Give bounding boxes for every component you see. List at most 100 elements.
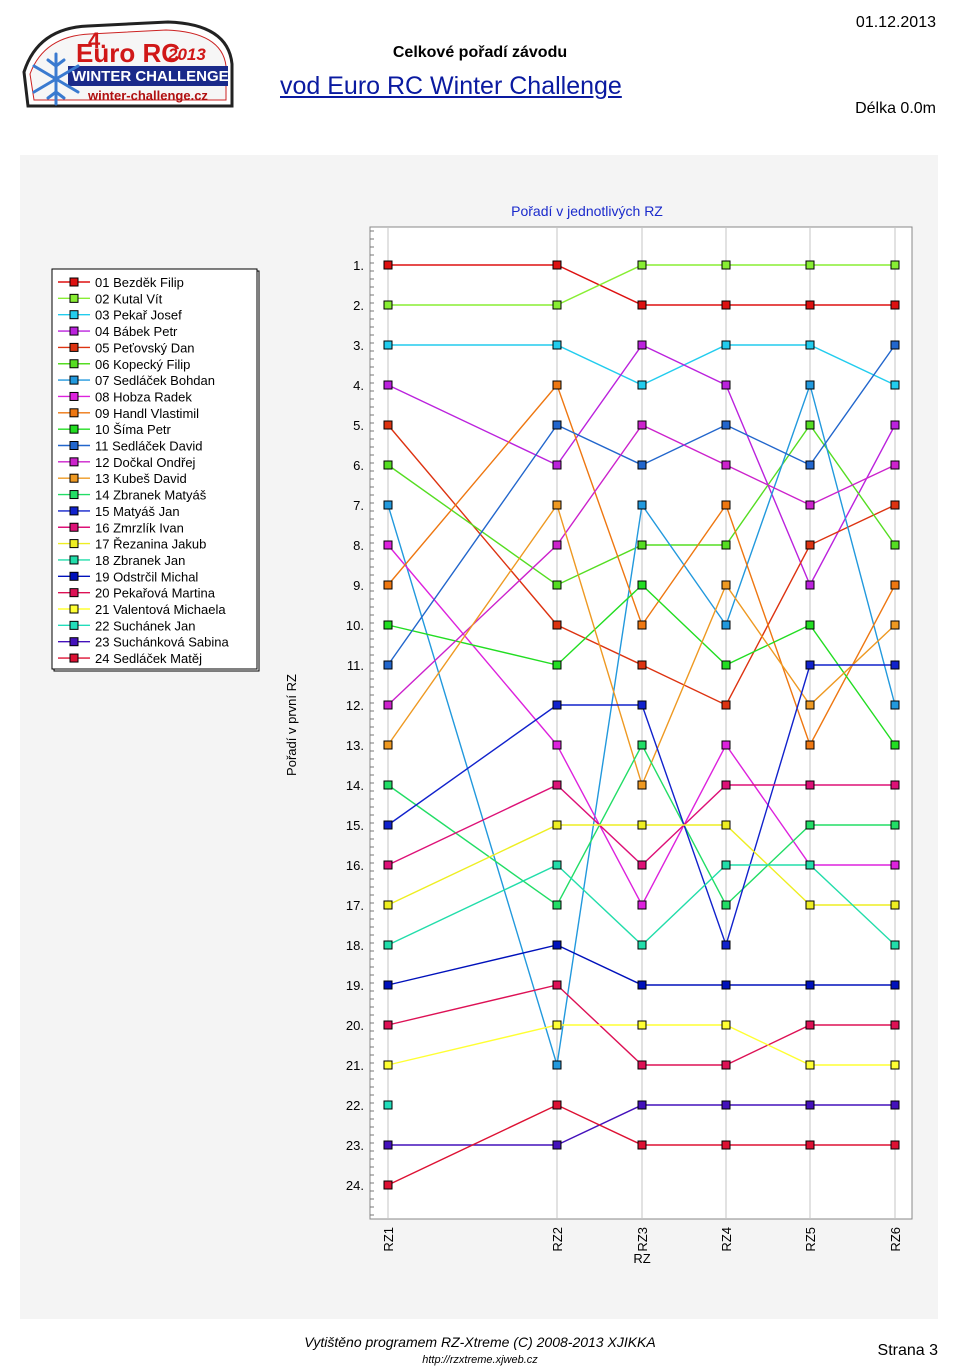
series-point-15: [637, 700, 647, 710]
series-point-24: [890, 1140, 900, 1150]
series-point-16: [637, 860, 647, 870]
race-date: 01.12.2013: [855, 14, 936, 31]
legend-swatch-marker: [69, 424, 79, 434]
legend-entry: 24 Sedláček Matěj: [95, 651, 202, 666]
series-line-13: [387, 503, 896, 788]
series-point-2: [637, 260, 647, 270]
x-tick-label-rz5: RZ5: [803, 1227, 818, 1252]
series-point-4: [805, 580, 815, 590]
y-tick-label: 16.: [346, 858, 364, 873]
series-point-24: [552, 1100, 562, 1110]
series-point-1: [552, 260, 562, 270]
series-point-14: [637, 740, 647, 750]
page-header: 4. Euro RC 2013 WINTER CHALLENGE winter-…: [0, 0, 960, 130]
series-point-1: [721, 300, 731, 310]
series-line-20: [387, 984, 895, 1066]
x-tick-label-rz2: RZ2: [550, 1227, 565, 1252]
series-point-19: [805, 980, 815, 990]
series-point-10: [721, 660, 731, 670]
series-point-17: [721, 820, 731, 830]
legend-entry: 04 Bábek Petr: [95, 324, 178, 339]
series-point-12: [637, 420, 647, 430]
legend-entry: 06 Kopecký Filip: [95, 357, 190, 372]
series-point-17: [890, 900, 900, 910]
series-point-23: [637, 1100, 647, 1110]
snowflake-icon: [32, 52, 80, 106]
legend-entry: 18 Zbranek Jan: [95, 553, 185, 568]
series-point-24: [721, 1140, 731, 1150]
logo-site: winter-challenge.cz: [87, 88, 208, 103]
series-point-6: [721, 540, 731, 550]
series-point-17: [637, 820, 647, 830]
series-point-24: [383, 1180, 393, 1190]
series-point-11: [552, 420, 562, 430]
legend-entry: 23 Suchánková Sabina: [95, 635, 229, 650]
legend-entry: 14 Zbranek Matyáš: [95, 488, 207, 503]
legend-entry: 01 Bezděk Filip: [95, 275, 184, 290]
series-point-23: [890, 1100, 900, 1110]
legend-swatch-marker: [69, 555, 79, 565]
x-tick-label-rz3: RZ3: [635, 1227, 650, 1252]
legend-entry: 02 Kutal Vít: [95, 291, 163, 306]
series-point-9: [890, 580, 900, 590]
series-point-12: [805, 500, 815, 510]
race-title: vod Euro RC Winter Challenge: [280, 72, 622, 100]
series-line-24: [387, 1104, 895, 1186]
logo-year: 2013: [167, 45, 206, 64]
series-point-1: [890, 300, 900, 310]
series-line-4: [387, 344, 896, 587]
legend-swatch-marker: [69, 375, 79, 385]
series-point-7: [552, 1060, 562, 1070]
legend-entry: 20 Pekařová Martina: [95, 586, 216, 601]
legend-entry: 15 Matyáš Jan: [95, 504, 180, 519]
legend-entry: 03 Pekař Josef: [95, 308, 182, 323]
series-point-7: [637, 500, 647, 510]
series-point-4: [552, 460, 562, 470]
y-tick-label: 19.: [346, 978, 364, 993]
series-point-18: [383, 940, 393, 950]
legend-swatch-marker: [69, 539, 79, 549]
series-line-21: [387, 1024, 895, 1066]
series-point-16: [805, 780, 815, 790]
series-point-15: [890, 660, 900, 670]
series-point-7: [805, 380, 815, 390]
series-point-19: [721, 980, 731, 990]
series-point-6: [552, 580, 562, 590]
series-point-3: [890, 380, 900, 390]
logo-brand: Euro RC: [76, 38, 180, 68]
y-tick-label: 14.: [346, 778, 364, 793]
series-point-12: [383, 700, 393, 710]
legend-swatch-marker: [69, 310, 79, 320]
series-point-12: [721, 460, 731, 470]
series-point-11: [721, 420, 731, 430]
y-tick-label: 22.: [346, 1098, 364, 1113]
series-point-4: [383, 380, 393, 390]
series-point-12: [890, 460, 900, 470]
series-point-7: [890, 700, 900, 710]
series-point-9: [637, 620, 647, 630]
y-tick-label: 18.: [346, 938, 364, 953]
legend-swatch-marker: [69, 473, 79, 483]
series-line-19: [387, 944, 895, 986]
y-tick-label: 6.: [353, 458, 364, 473]
legend-entry: 19 Odstrčil Michal: [95, 569, 198, 584]
series-point-2: [552, 300, 562, 310]
series-point-9: [805, 740, 815, 750]
series-line-17: [387, 824, 895, 906]
series-point-4: [637, 340, 647, 350]
series-point-17: [383, 900, 393, 910]
series-point-6: [637, 540, 647, 550]
series-point-18: [721, 860, 731, 870]
legend-swatch-marker: [69, 604, 79, 614]
y-tick-label: 13.: [346, 738, 364, 753]
legend-entry: 05 Peťovský Dan: [95, 340, 195, 355]
series-point-11: [383, 660, 393, 670]
legend-box: [51, 268, 258, 670]
footer-url: http://rzxtreme.xjweb.cz: [422, 1354, 538, 1366]
series-point-21: [552, 1020, 562, 1030]
x-tick-label-rz1: RZ1: [381, 1227, 396, 1252]
y-tick-label: 23.: [346, 1138, 364, 1153]
series-point-15: [383, 820, 393, 830]
legend-entry: 22 Suchánek Jan: [95, 618, 195, 633]
series-point-6: [890, 540, 900, 550]
